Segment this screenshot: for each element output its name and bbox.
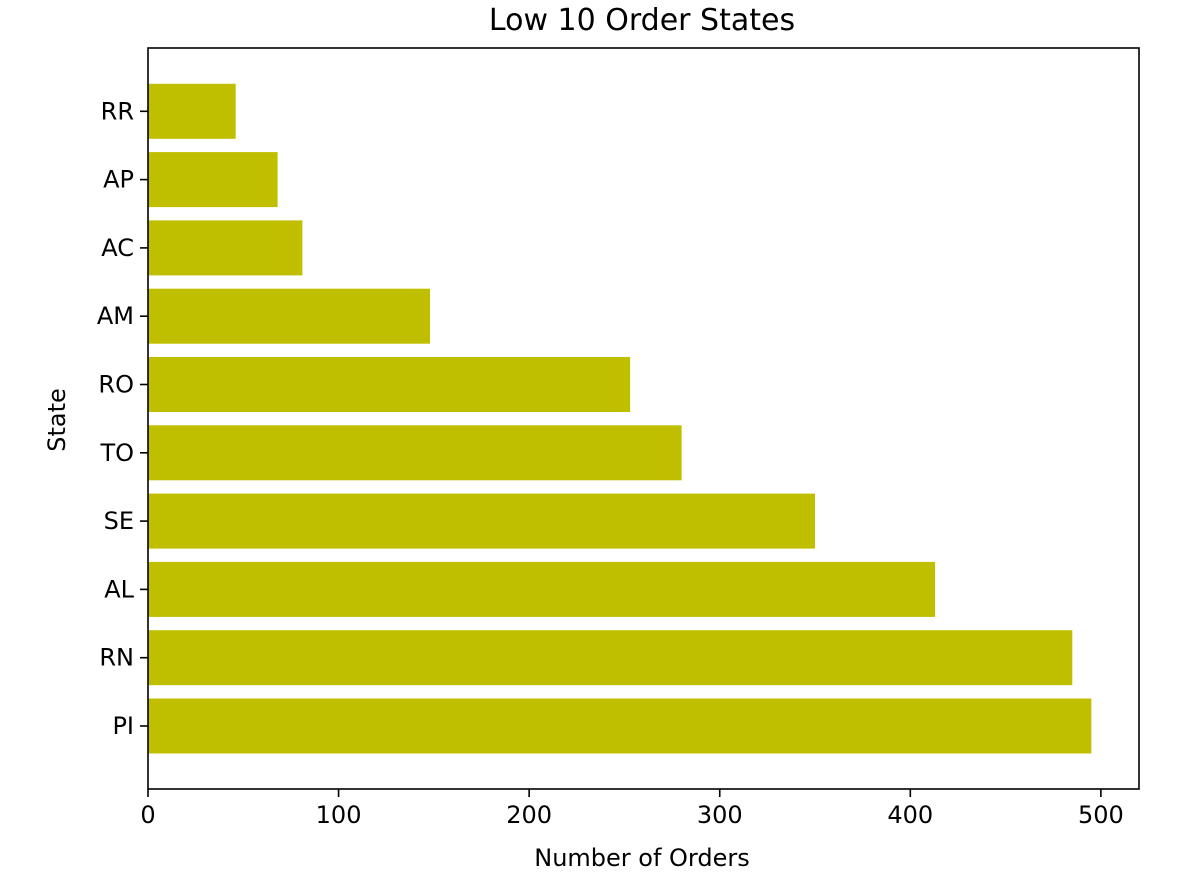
y-tick-label: RR	[101, 97, 134, 125]
y-tick-label: AP	[103, 166, 134, 194]
bar-pi	[148, 698, 1092, 754]
chart-title: Low 10 Order States	[489, 3, 795, 38]
bar-ap	[148, 152, 278, 208]
y-tick-label: RO	[98, 371, 134, 399]
bar-rn	[148, 630, 1073, 686]
bar-to	[148, 425, 682, 481]
bar-se	[148, 493, 816, 549]
y-tick-label: AL	[104, 575, 134, 603]
y-tick-label: RN	[99, 644, 134, 672]
x-tick-label: 200	[506, 801, 552, 829]
bar-rr	[148, 83, 236, 139]
y-tick-label: SE	[104, 507, 134, 535]
x-tick-label: 0	[140, 801, 155, 829]
y-tick-label: TO	[99, 439, 134, 467]
y-tick-label: PI	[112, 712, 134, 740]
bar-am	[148, 288, 431, 344]
bars-group	[148, 83, 1092, 754]
y-tick-label: AM	[97, 302, 134, 330]
bar-ro	[148, 357, 631, 412]
bar-al	[148, 561, 936, 617]
y-tick-label: AC	[101, 234, 134, 262]
y-axis-label: State	[43, 388, 71, 452]
x-tick-label: 300	[697, 801, 743, 829]
x-tick-label: 100	[316, 801, 362, 829]
plot-frame	[147, 47, 1140, 790]
y-axis-ticks: PI RN AL SE TO RO AM AC AP RR	[97, 97, 148, 740]
x-tick-label: 400	[887, 801, 933, 829]
bar-ac	[148, 220, 303, 276]
x-axis-ticks: 0 100 200 300 400 500	[140, 789, 1124, 829]
x-tick-label: 500	[1078, 801, 1124, 829]
x-axis-label: Number of Orders	[534, 844, 750, 872]
